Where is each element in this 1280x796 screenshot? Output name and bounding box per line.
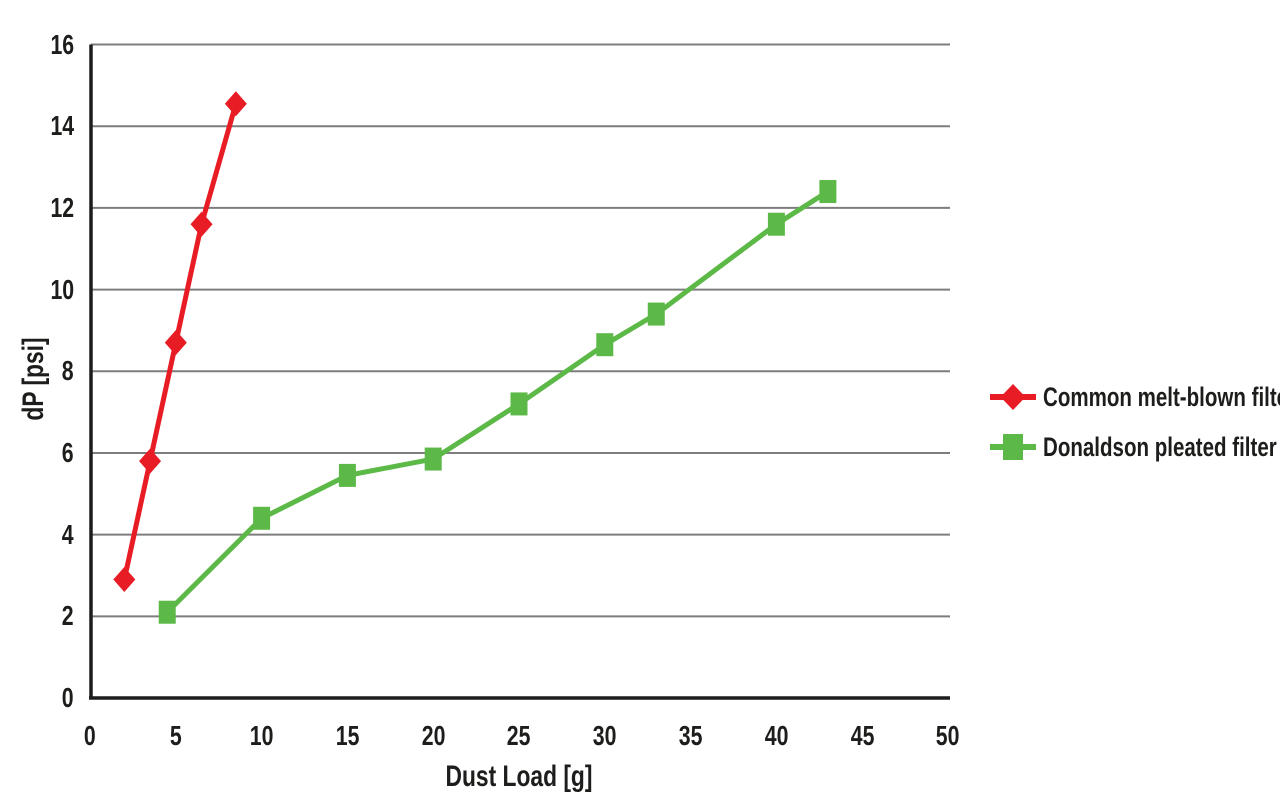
x-tick-label: 50 [908,721,988,751]
x-tick-label-text: 15 [335,720,360,751]
y-tick-label-text: 10 [50,273,74,305]
x-tick-label: 0 [50,721,130,751]
y-tick-label: 2 [18,601,74,631]
x-axis-title-text: Dust Load [g] [445,760,593,793]
x-tick-label: 35 [651,721,731,751]
x-tick-label: 5 [136,721,216,751]
x-tick-label: 20 [393,721,473,751]
data-point-marker [510,392,528,416]
x-tick-label-text: 20 [421,720,446,751]
data-point-marker [139,448,162,474]
y-tick-label: 8 [18,356,74,386]
x-tick-label: 10 [222,721,302,751]
y-tick-label-text: 14 [50,110,74,142]
x-tick-label: 40 [736,721,816,751]
x-tick-label-text: 40 [764,720,789,751]
data-point-marker [647,302,665,326]
y-tick-label-text: 2 [62,600,74,632]
data-point-marker [253,506,271,530]
y-tick-label: 4 [18,518,74,550]
green-square-series-marker-icon [990,434,1036,460]
x-tick-label: 45 [822,721,902,751]
y-tick-label: 14 [18,111,74,141]
x-tick-label-text: 10 [249,720,274,751]
x-axis-title: Dust Load [g] [422,760,615,794]
x-tick-label-text: 30 [592,720,617,751]
data-point-marker [113,567,136,593]
y-tick-label-text: 8 [62,355,74,387]
x-tick-label: 15 [307,721,387,751]
data-point-marker [338,463,356,487]
data-point-marker [224,91,247,117]
legend: Common melt-blown filter Donaldson pleat… [990,372,1280,472]
red-diamond-series-marker-icon [990,384,1036,410]
y-tick-label-text: 4 [62,518,74,550]
data-point-marker [819,180,837,204]
y-tick-label: 10 [18,273,74,305]
x-tick-label: 30 [565,721,645,751]
y-axis-title-text: dP [psi] [17,337,50,421]
data-point-marker [424,447,442,471]
y-tick-label: 16 [18,28,74,60]
x-tick-label-text: 25 [507,720,531,751]
data-point-marker [164,330,187,356]
y-axis-title: dP [psi] [17,324,51,433]
y-tick-label-text: 0 [62,682,74,713]
legend-item-common-melt-blown-filter: Common melt-blown filter [990,372,1280,422]
legend-label: Common melt-blown filter [1043,382,1280,413]
y-tick-label: 12 [18,191,74,223]
x-tick-label-text: 0 [84,720,96,751]
x-tick-label-text: 5 [169,720,182,751]
legend-label-text: Donaldson pleated filter [1043,431,1277,462]
legend-item-donaldson-pleated-filter: Donaldson pleated filter [990,422,1280,472]
data-point-marker [767,212,785,236]
y-tick-label: 6 [18,436,74,468]
data-point-marker [190,211,213,237]
x-tick-label: 25 [479,721,559,751]
y-tick-label: 0 [18,683,74,713]
x-tick-label-text: 35 [678,720,703,751]
y-tick-label-text: 12 [50,191,74,223]
series-line-square [165,189,830,615]
y-tick-label-text: 16 [50,28,74,60]
x-tick-label-text: 50 [936,720,960,751]
legend-label: Donaldson pleated filter [1043,432,1280,463]
data-point-marker [596,333,614,357]
legend-label-text: Common melt-blown filter [1043,381,1280,412]
data-point-marker [158,600,176,624]
x-tick-label-text: 45 [850,720,875,751]
y-tick-label-text: 6 [62,436,74,468]
